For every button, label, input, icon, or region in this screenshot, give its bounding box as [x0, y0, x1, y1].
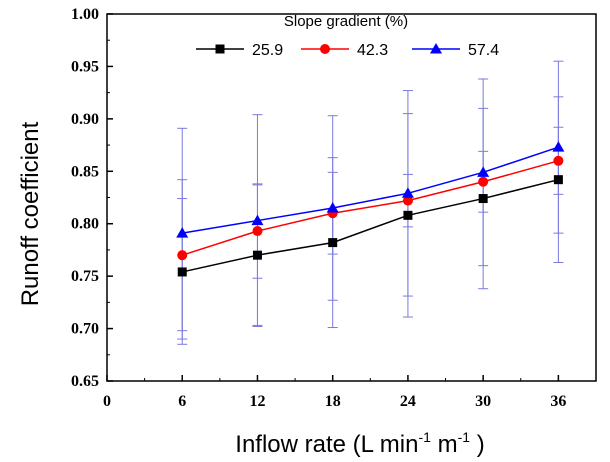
data-point-25.9 [403, 210, 413, 220]
x-axis-title: Inflow rate (L min-1 m-1 ) [235, 429, 484, 458]
x-axis: 0 6 12 18 24 30 36 [103, 375, 566, 410]
y-tick-label: 0.85 [71, 163, 99, 180]
data-point-42.3 [177, 250, 188, 261]
x-tick-label: 18 [325, 393, 341, 410]
data-point-57.4 [401, 187, 414, 198]
x-axis-title-part3: ) [470, 431, 485, 458]
x-axis-title-part2: m [431, 431, 458, 458]
y-tick-label: 0.65 [71, 373, 99, 390]
data-point-57.4 [326, 201, 339, 213]
y-tick-label: 0.95 [71, 58, 99, 75]
y-axis: 0.65 0.70 0.75 0.80 0.85 0.90 0.95 1.00 [71, 6, 113, 390]
x-axis-title-sup1: -1 [418, 429, 431, 445]
legend-marker-25.9 [215, 44, 225, 54]
x-axis-title-part1: Inflow rate (L min [235, 431, 418, 458]
legend-marker-42.3 [320, 44, 330, 54]
series-lines [182, 146, 559, 273]
legend-marker-57.4 [430, 43, 442, 54]
x-tick-label: 12 [249, 393, 265, 410]
data-point-57.4 [552, 141, 565, 152]
data-point-42.3 [478, 176, 489, 187]
data-point-57.4 [251, 214, 264, 226]
data-point-25.9 [553, 175, 563, 185]
x-tick-label: 36 [550, 393, 566, 410]
y-tick-label: 1.00 [71, 6, 99, 23]
error-bars [177, 60, 564, 345]
data-point-57.4 [176, 227, 189, 238]
plot-frame [106, 13, 597, 382]
legend-label-25.9: 25.9 [252, 42, 283, 59]
x-axis-title-sup2: -1 [458, 429, 471, 445]
plot-border [106, 13, 597, 382]
legend-label-42.3: 42.3 [357, 42, 388, 59]
legend: Slope gradient (%) 25.9 42.3 57.4 [196, 13, 499, 59]
series-line-42.3 [182, 160, 559, 256]
data-point-42.3 [252, 226, 263, 237]
y-tick-label: 0.90 [71, 111, 99, 128]
data-point-25.9 [478, 194, 488, 204]
series-line-25.9 [182, 178, 559, 273]
y-tick-label: 0.80 [71, 216, 99, 233]
series-markers [176, 141, 565, 277]
y-axis-title: Runoff coefficient [17, 121, 44, 306]
data-point-42.3 [402, 195, 413, 206]
legend-title: Slope gradient (%) [284, 13, 408, 30]
series-line-57.4 [182, 146, 559, 234]
data-point-25.9 [252, 250, 262, 260]
y-tick-label: 0.70 [71, 321, 99, 338]
legend-label-57.4: 57.4 [468, 42, 499, 59]
data-point-25.9 [328, 238, 338, 248]
x-tick-label: 6 [178, 393, 186, 410]
x-tick-label: 0 [103, 393, 111, 410]
x-tick-label: 24 [400, 393, 416, 410]
data-point-25.9 [177, 267, 187, 277]
x-tick-label: 30 [475, 393, 491, 410]
y-tick-label: 0.75 [71, 268, 99, 285]
data-point-42.3 [553, 155, 564, 166]
data-point-57.4 [477, 166, 490, 177]
